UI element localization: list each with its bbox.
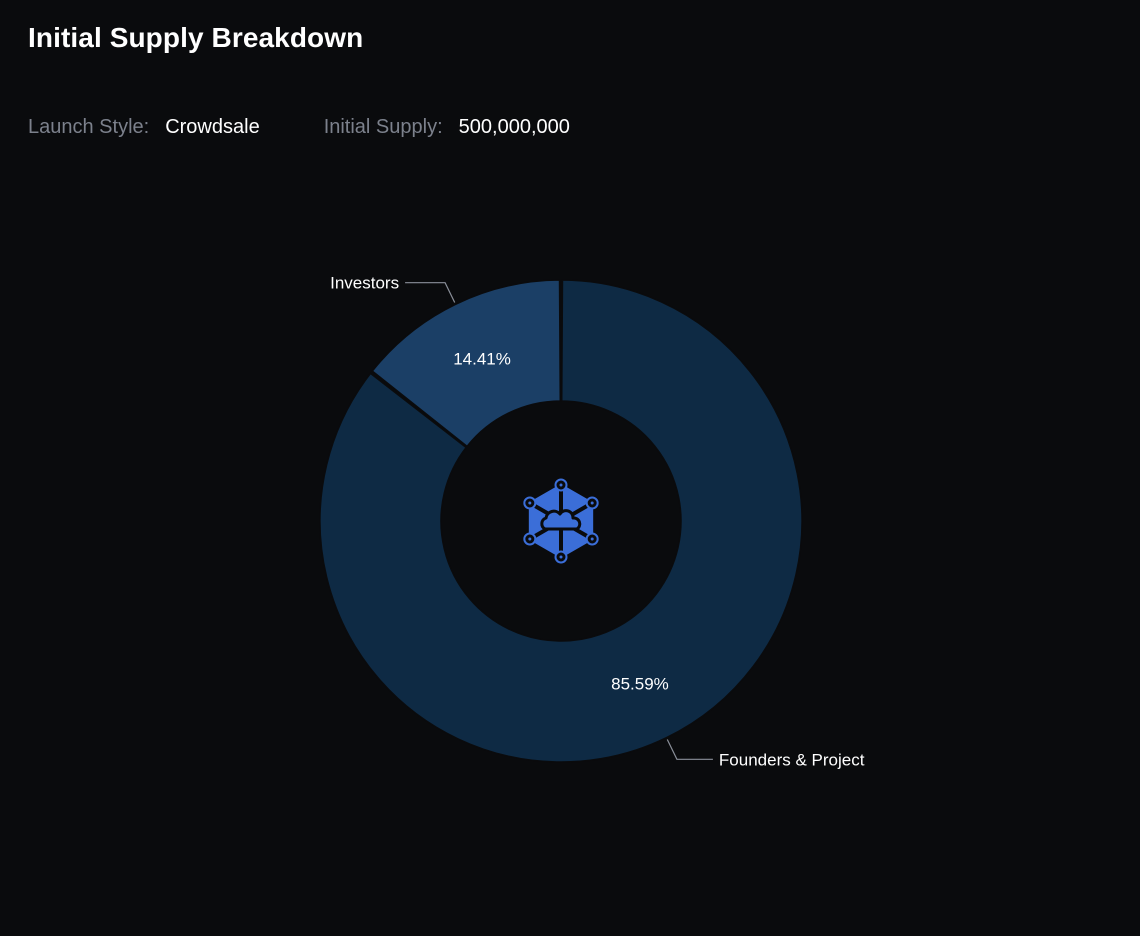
slice-name-label: Investors [330,274,399,293]
slice-founders-and-project[interactable] [319,279,803,763]
leader-line [405,282,456,303]
network-cloud-logo-icon [523,478,599,564]
launch-style-value: Crowdsale [165,116,260,138]
page-title: Initial Supply Breakdown [28,22,364,53]
slice-percent-label: 85.59% [611,674,669,693]
leader-line [666,739,713,760]
slice-percent-label: 14.41% [453,350,511,369]
initial-supply-value: 500,000,000 [458,116,570,138]
initial-supply-label: Initial Supply: [323,116,443,138]
donut-labels: 14.41% Investors 85.59% Founders & Project [330,274,865,770]
initial-supply-field: Initial Supply: 500,000,000 [324,116,570,139]
donut-slices [319,279,803,763]
launch-style-label: Launch Style: [28,116,150,138]
launch-style-field: Launch Style: Crowdsale [28,116,260,139]
supply-meta-row: Launch Style: Crowdsale Initial Supply: … [28,116,570,139]
slice-investors[interactable] [371,279,562,448]
slice-name-label: Founders & Project [719,750,865,769]
